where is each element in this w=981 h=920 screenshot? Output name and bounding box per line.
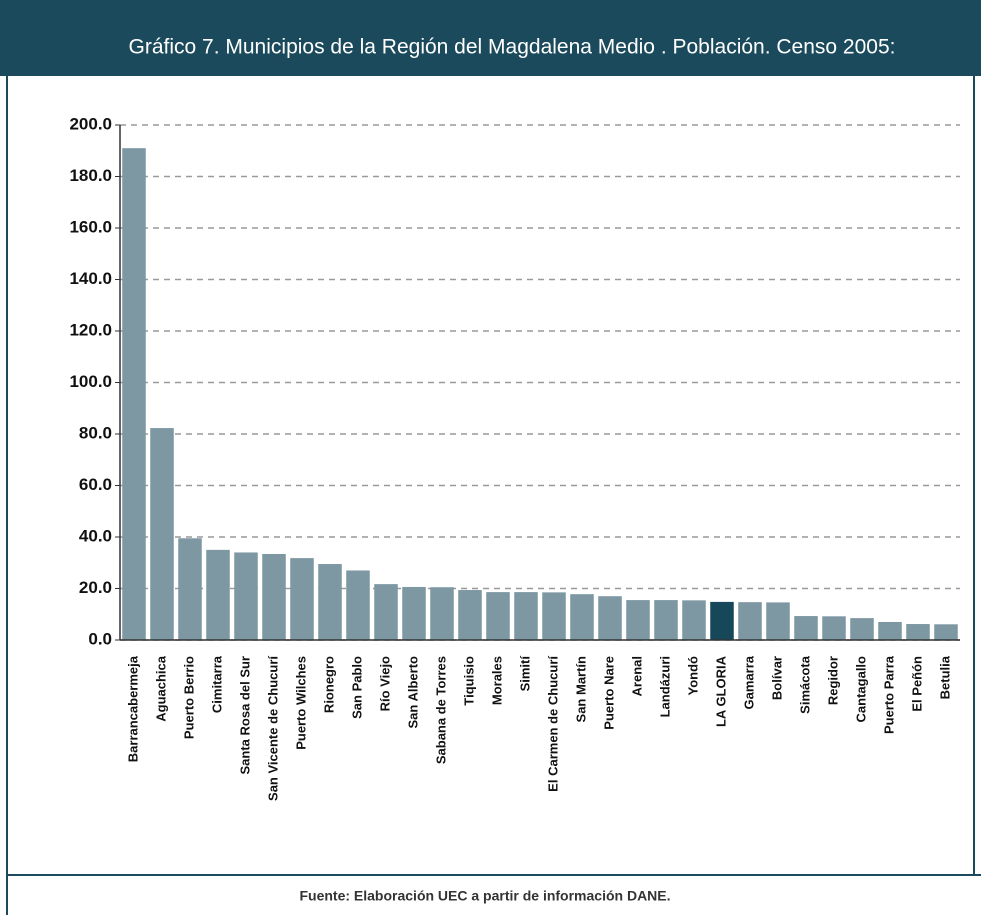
- x-tick-label: San Pablo: [349, 656, 364, 719]
- bar: [318, 564, 342, 640]
- x-tick-label: Arenal: [629, 656, 644, 696]
- x-tick-label: LA GLORIA: [713, 655, 728, 727]
- y-tick-label: 120.0: [69, 320, 112, 339]
- x-tick-label: Morales: [489, 656, 504, 705]
- x-tick-label: Simití: [517, 656, 532, 692]
- y-tick-label: 40.0: [79, 526, 112, 545]
- x-tick-label: Simácota: [797, 655, 812, 714]
- bar: [738, 602, 762, 640]
- x-tick-label: El Carmen de Chucurí: [545, 656, 560, 792]
- x-tick-label: Tiquisio: [461, 656, 476, 706]
- x-tick-label: Cimitarra: [209, 655, 224, 713]
- x-tick-label: Puerto Nare: [601, 656, 616, 730]
- x-tick-label: San Alberto: [405, 656, 420, 729]
- bar: [150, 428, 174, 640]
- bar: [458, 590, 482, 640]
- bar: [374, 584, 398, 640]
- bar: [682, 600, 706, 640]
- y-tick-label: 180.0: [69, 166, 112, 185]
- bar: [402, 586, 426, 640]
- x-tick-label: Puerto Parra: [881, 655, 896, 734]
- bar: [122, 148, 146, 641]
- x-tick-label: Gamarra: [741, 655, 756, 709]
- x-tick-label: Bolívar: [769, 656, 784, 700]
- header-band: [0, 0, 981, 76]
- chart-title: Gráfico 7. Municipios de la Región del M…: [129, 36, 896, 59]
- x-tick-label: Sabana de Torres: [433, 656, 448, 764]
- x-tick-label: Cantagallo: [853, 656, 868, 723]
- x-tick-label: Yondó: [685, 656, 700, 696]
- bar: [542, 592, 566, 640]
- x-tick-label: Betulia: [937, 655, 952, 699]
- bar: [262, 553, 286, 640]
- bar: [346, 570, 370, 640]
- x-tick-label: Río Viejo: [377, 656, 392, 711]
- x-tick-label: Barrancabermeja: [125, 655, 140, 762]
- x-tick-label: Santa Rosa del Sur: [237, 656, 252, 774]
- bar: [654, 600, 678, 640]
- y-tick-label: 60.0: [79, 475, 112, 494]
- bar: [206, 549, 230, 640]
- y-tick-label: 160.0: [69, 217, 112, 236]
- bar: [598, 596, 622, 640]
- x-tick-label: Regidor: [825, 656, 840, 705]
- y-tick-label: 140.0: [69, 269, 112, 288]
- bar: [290, 558, 314, 640]
- bar: [234, 552, 258, 640]
- x-tick-label: Landázuri: [657, 656, 672, 717]
- y-tick-label: 20.0: [79, 578, 112, 597]
- x-tick-label: San Martín: [573, 656, 588, 723]
- bar: [626, 600, 650, 640]
- bar: [486, 592, 510, 640]
- bar: [822, 616, 846, 640]
- y-tick-label: 200.0: [69, 114, 112, 133]
- x-tick-label: Puerto Berrio: [181, 656, 196, 739]
- bar: [710, 601, 734, 640]
- bar: [570, 594, 594, 640]
- bar: [878, 621, 902, 640]
- y-tick-label: 100.0: [69, 372, 112, 391]
- bar: [766, 602, 790, 640]
- x-tick-label: Rionegro: [321, 656, 336, 713]
- bar: [934, 624, 958, 640]
- x-tick-label: El Peñón: [909, 656, 924, 712]
- bar: [906, 624, 930, 640]
- x-tick-label: Puerto Wilches: [293, 656, 308, 750]
- x-tick-label: Aguachica: [153, 655, 168, 722]
- source-note: Fuente: Elaboración UEC a partir de info…: [299, 888, 670, 904]
- x-tick-label: San Vicente de Chucurí: [265, 656, 280, 801]
- bar: [430, 587, 454, 640]
- y-tick-label: 80.0: [79, 423, 112, 442]
- bar: [178, 538, 202, 640]
- bar: [850, 618, 874, 640]
- y-tick-label: 0.0: [88, 629, 112, 648]
- bar: [794, 616, 818, 640]
- bar: [514, 592, 538, 640]
